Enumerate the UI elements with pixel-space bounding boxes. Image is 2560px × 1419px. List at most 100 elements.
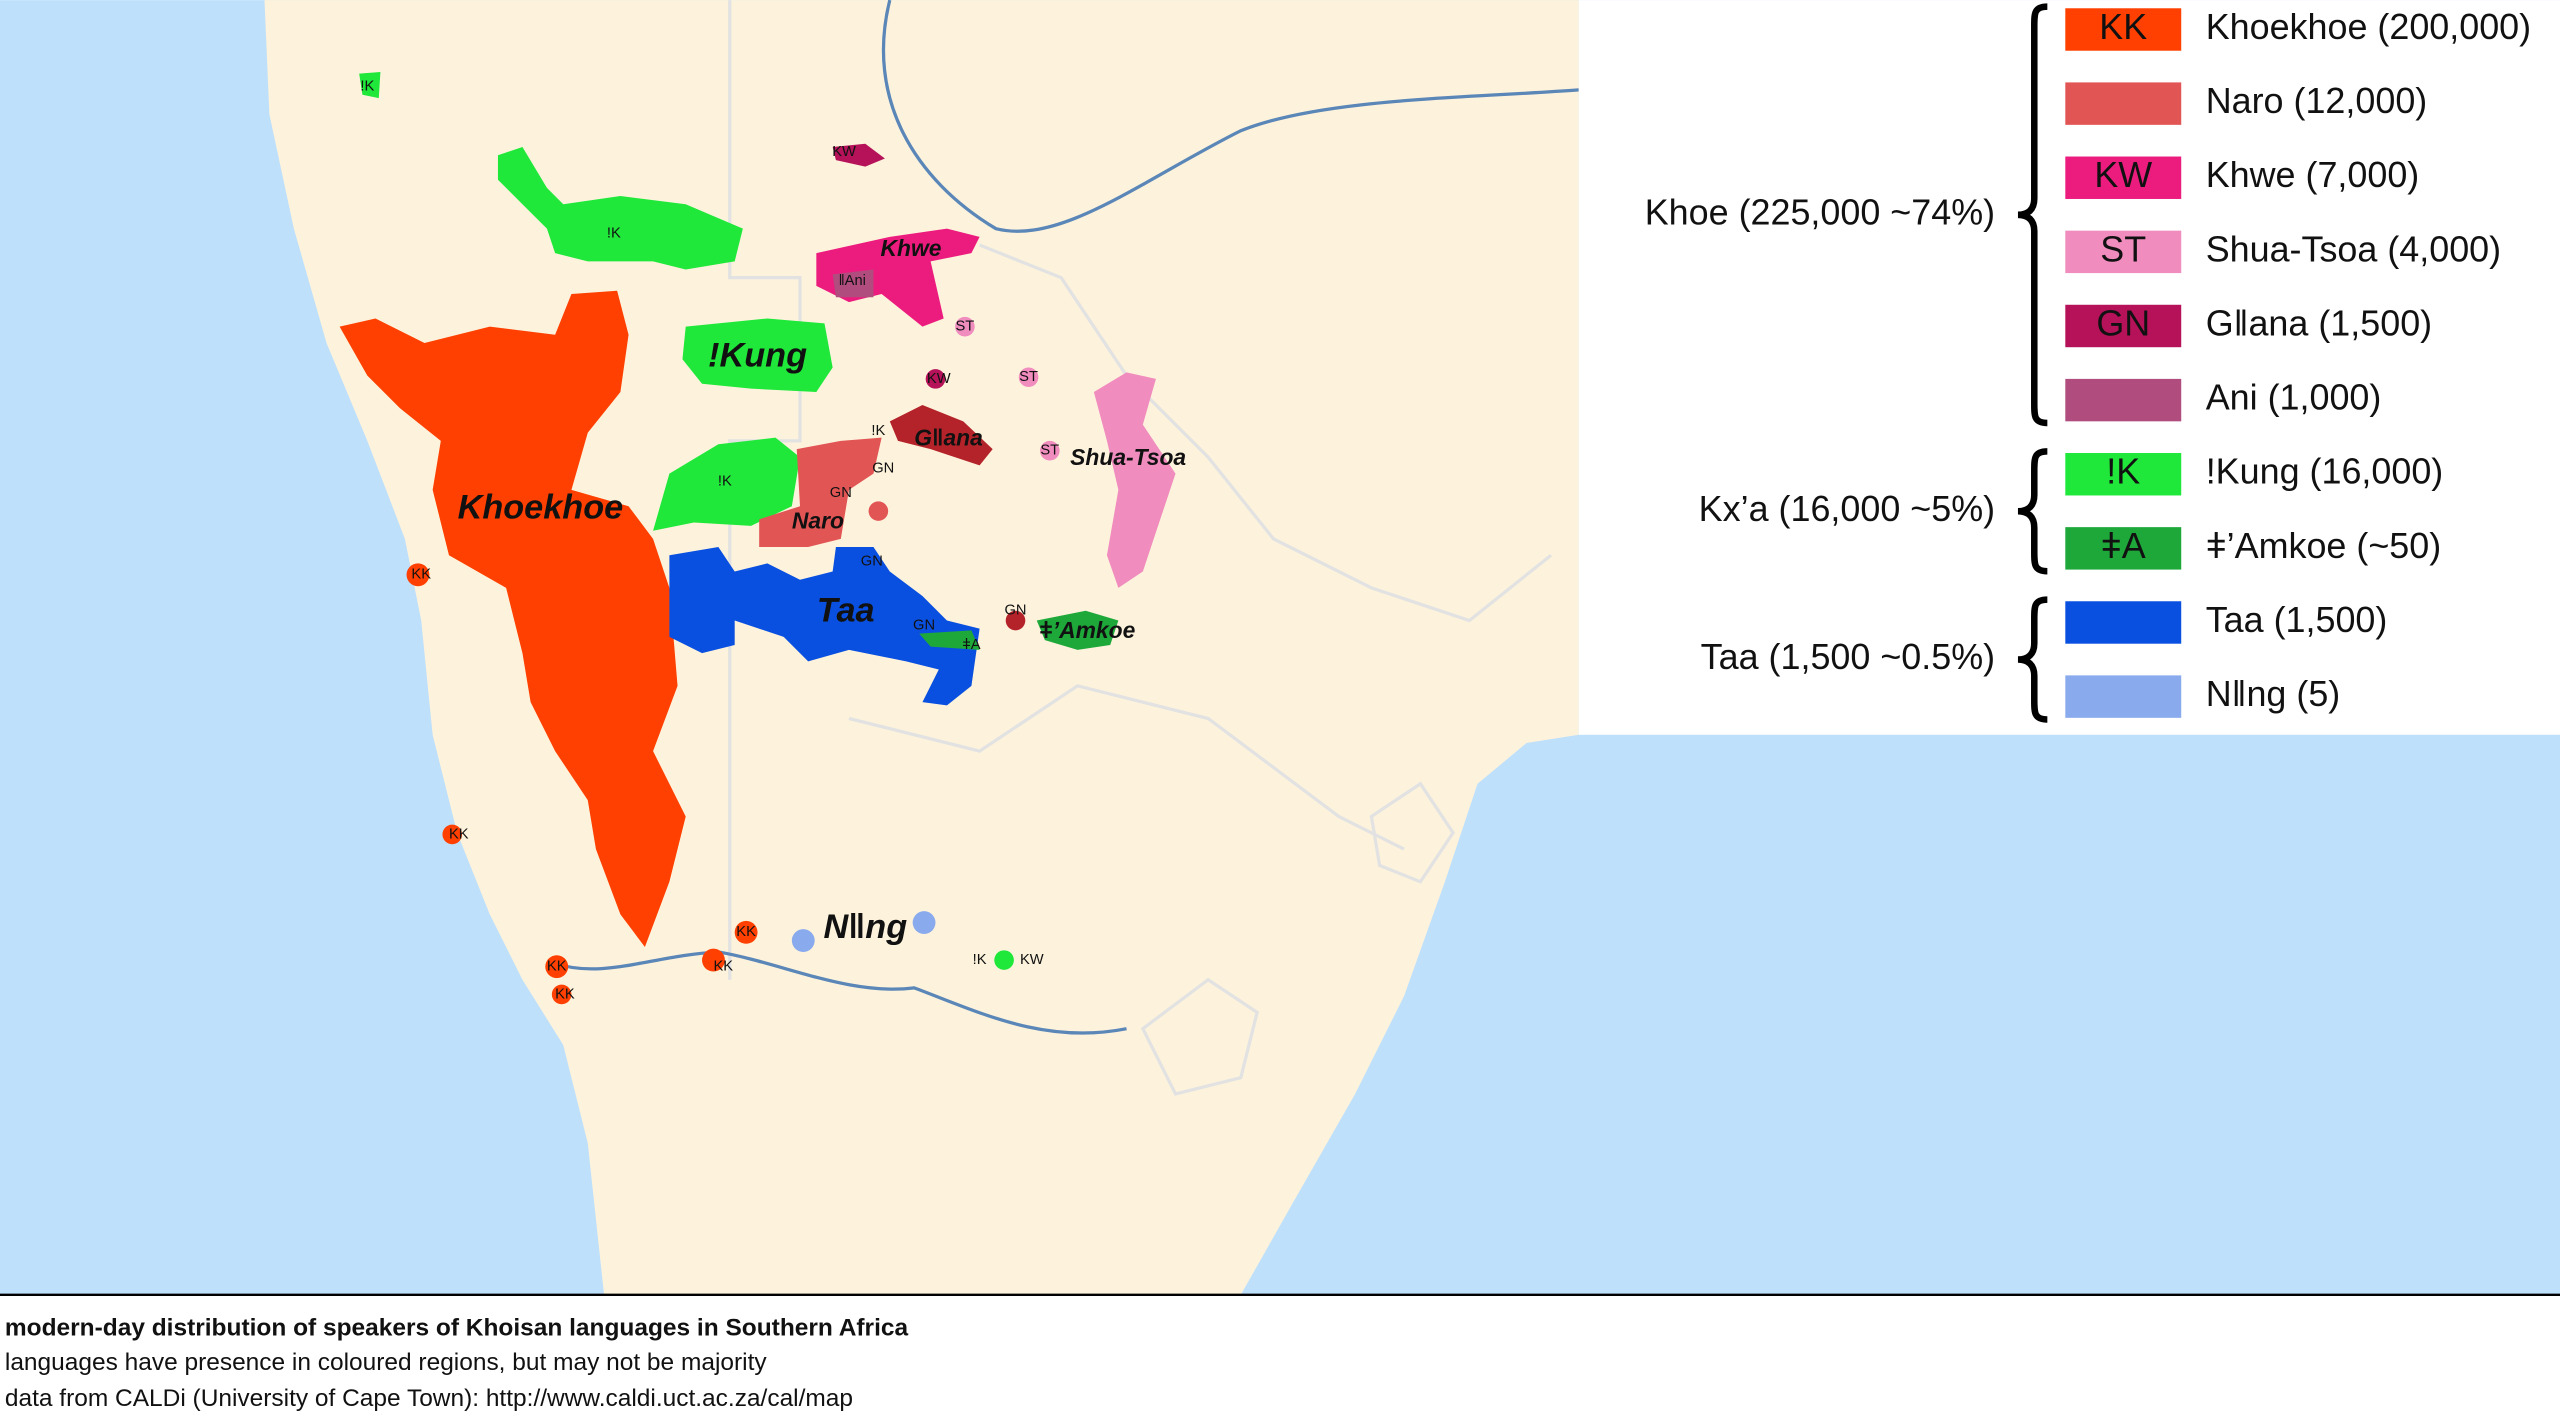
caption-panel [0, 1294, 2560, 1419]
map-label: !Kung [708, 337, 807, 375]
map-label: ST [1040, 443, 1059, 459]
legend-code: ǂA [2101, 525, 2146, 566]
map-label: GN [861, 554, 883, 570]
legend-group-label: Kx’a (16,000 ~5%) [1699, 488, 1995, 529]
map-label: Khwe [881, 235, 942, 261]
legend-swatch [2065, 304, 2182, 348]
map-label: !K [718, 474, 732, 490]
map-label: !K [360, 79, 374, 95]
map-label: !K [607, 225, 621, 241]
region-kung [359, 71, 381, 99]
region-khoekhoe [442, 824, 463, 845]
map-label: GN [913, 617, 935, 633]
legend-item: Shua-Tsoa (4,000) [2206, 228, 2501, 269]
map-label: KW [832, 144, 856, 160]
map-label: ǁAni [839, 273, 866, 289]
legend-code: !K [2106, 451, 2140, 492]
region-kung [653, 437, 800, 531]
legend-item: Khoekhoe (200,000) [2206, 6, 2531, 47]
caption-line: data from CALDi (University of Cape Town… [5, 1385, 853, 1412]
region-khwe [832, 143, 885, 167]
region-taa [669, 547, 980, 706]
river [881, 0, 1579, 233]
region-nng [791, 929, 815, 952]
legend-code: GN [2096, 302, 2150, 343]
region-shua-tsoa [1018, 367, 1039, 388]
border [1369, 781, 1456, 884]
legend-swatch [2065, 527, 2182, 570]
region-kung [682, 318, 833, 392]
legend-item: Nǁng (5) [2206, 673, 2341, 714]
region-gana [889, 405, 993, 466]
legend-item: Ani (1,000) [2206, 377, 2382, 418]
map-label: GN [872, 461, 894, 477]
region-kung [497, 147, 743, 270]
legend-swatch [2065, 156, 2182, 199]
map-label: KW [1020, 952, 1044, 968]
legend-group-label: Taa (1,500 ~0.5%) [1701, 636, 1995, 677]
map-label: Khoekhoe [458, 489, 624, 527]
legend-swatch [2065, 8, 2182, 51]
map-label: KW [927, 371, 951, 387]
region-khoekhoe [339, 290, 686, 948]
legend: Khoe (225,000 ~74%) KK Khoekhoe (200,000) N… [1645, 3, 2531, 723]
region-khoekhoe [551, 984, 572, 1005]
map-label: KK [411, 567, 431, 583]
border [978, 243, 1553, 623]
region-naro [759, 437, 882, 548]
region-naro [868, 501, 889, 521]
legend-code: KW [2094, 154, 2152, 195]
map-label: ST [1019, 369, 1038, 385]
region-amkoe [919, 630, 980, 650]
legend-item: !Kung (16,000) [2206, 451, 2444, 492]
region-ani [832, 269, 874, 298]
legend-code: ST [2100, 228, 2146, 269]
map-label: KK [547, 959, 567, 975]
region-shua-tsoa [955, 316, 975, 337]
region-shua-tsoa [1040, 440, 1060, 461]
map-label: Naro [792, 508, 844, 534]
map-label: Gǁana [914, 424, 983, 450]
border [848, 684, 1405, 851]
legend-swatch [2065, 378, 2182, 422]
border [1140, 977, 1260, 1096]
legend-group-label: Khoe (225,000 ~74%) [1645, 191, 1995, 232]
map-labels: !K KW !K Khwe ǁAni ST !Kung KW ST !K Gǁa… [360, 79, 1186, 1003]
region-khoekhoe [734, 920, 758, 944]
map-label: GN [1004, 603, 1026, 619]
region-khwe [925, 369, 946, 389]
map-label: KK [555, 986, 575, 1002]
region-khoekhoe [702, 948, 725, 972]
legend-swatch [2065, 230, 2182, 274]
map-label: Shua-Tsoa [1070, 444, 1186, 470]
region-amkoe [1036, 610, 1119, 650]
map-label: !K [871, 423, 885, 439]
legend-item: Khwe (7,000) [2206, 154, 2420, 195]
map-label: Nǁng [823, 908, 907, 946]
region-nng [912, 911, 936, 934]
brace [2017, 448, 2048, 575]
legend-item: ǂ’Amkoe (~50) [2206, 525, 2442, 566]
brace [2017, 596, 2048, 723]
map-label: ST [956, 319, 975, 335]
river [554, 950, 1127, 1035]
map-label: KK [713, 959, 733, 975]
legend-code: KK [2099, 6, 2147, 47]
map-label: ǂA [962, 637, 981, 653]
region-khoekhoe [545, 955, 569, 979]
legend-swatch [2065, 453, 2182, 496]
legend-swatch [2065, 601, 2182, 644]
region-khoekhoe [406, 563, 430, 587]
caption-title: modern-day distribution of speakers of K… [5, 1315, 909, 1342]
map-label: KK [449, 826, 469, 842]
brace [2017, 3, 2048, 427]
map-label: ǂ’Amkoe [1039, 617, 1135, 643]
legend-item: Naro (12,000) [2206, 80, 2428, 121]
legend-swatch [2065, 82, 2182, 125]
map-label: KK [736, 924, 756, 940]
region-gana [1005, 610, 1026, 631]
map-label: !K [973, 952, 987, 968]
legend-swatch [2065, 675, 2182, 718]
